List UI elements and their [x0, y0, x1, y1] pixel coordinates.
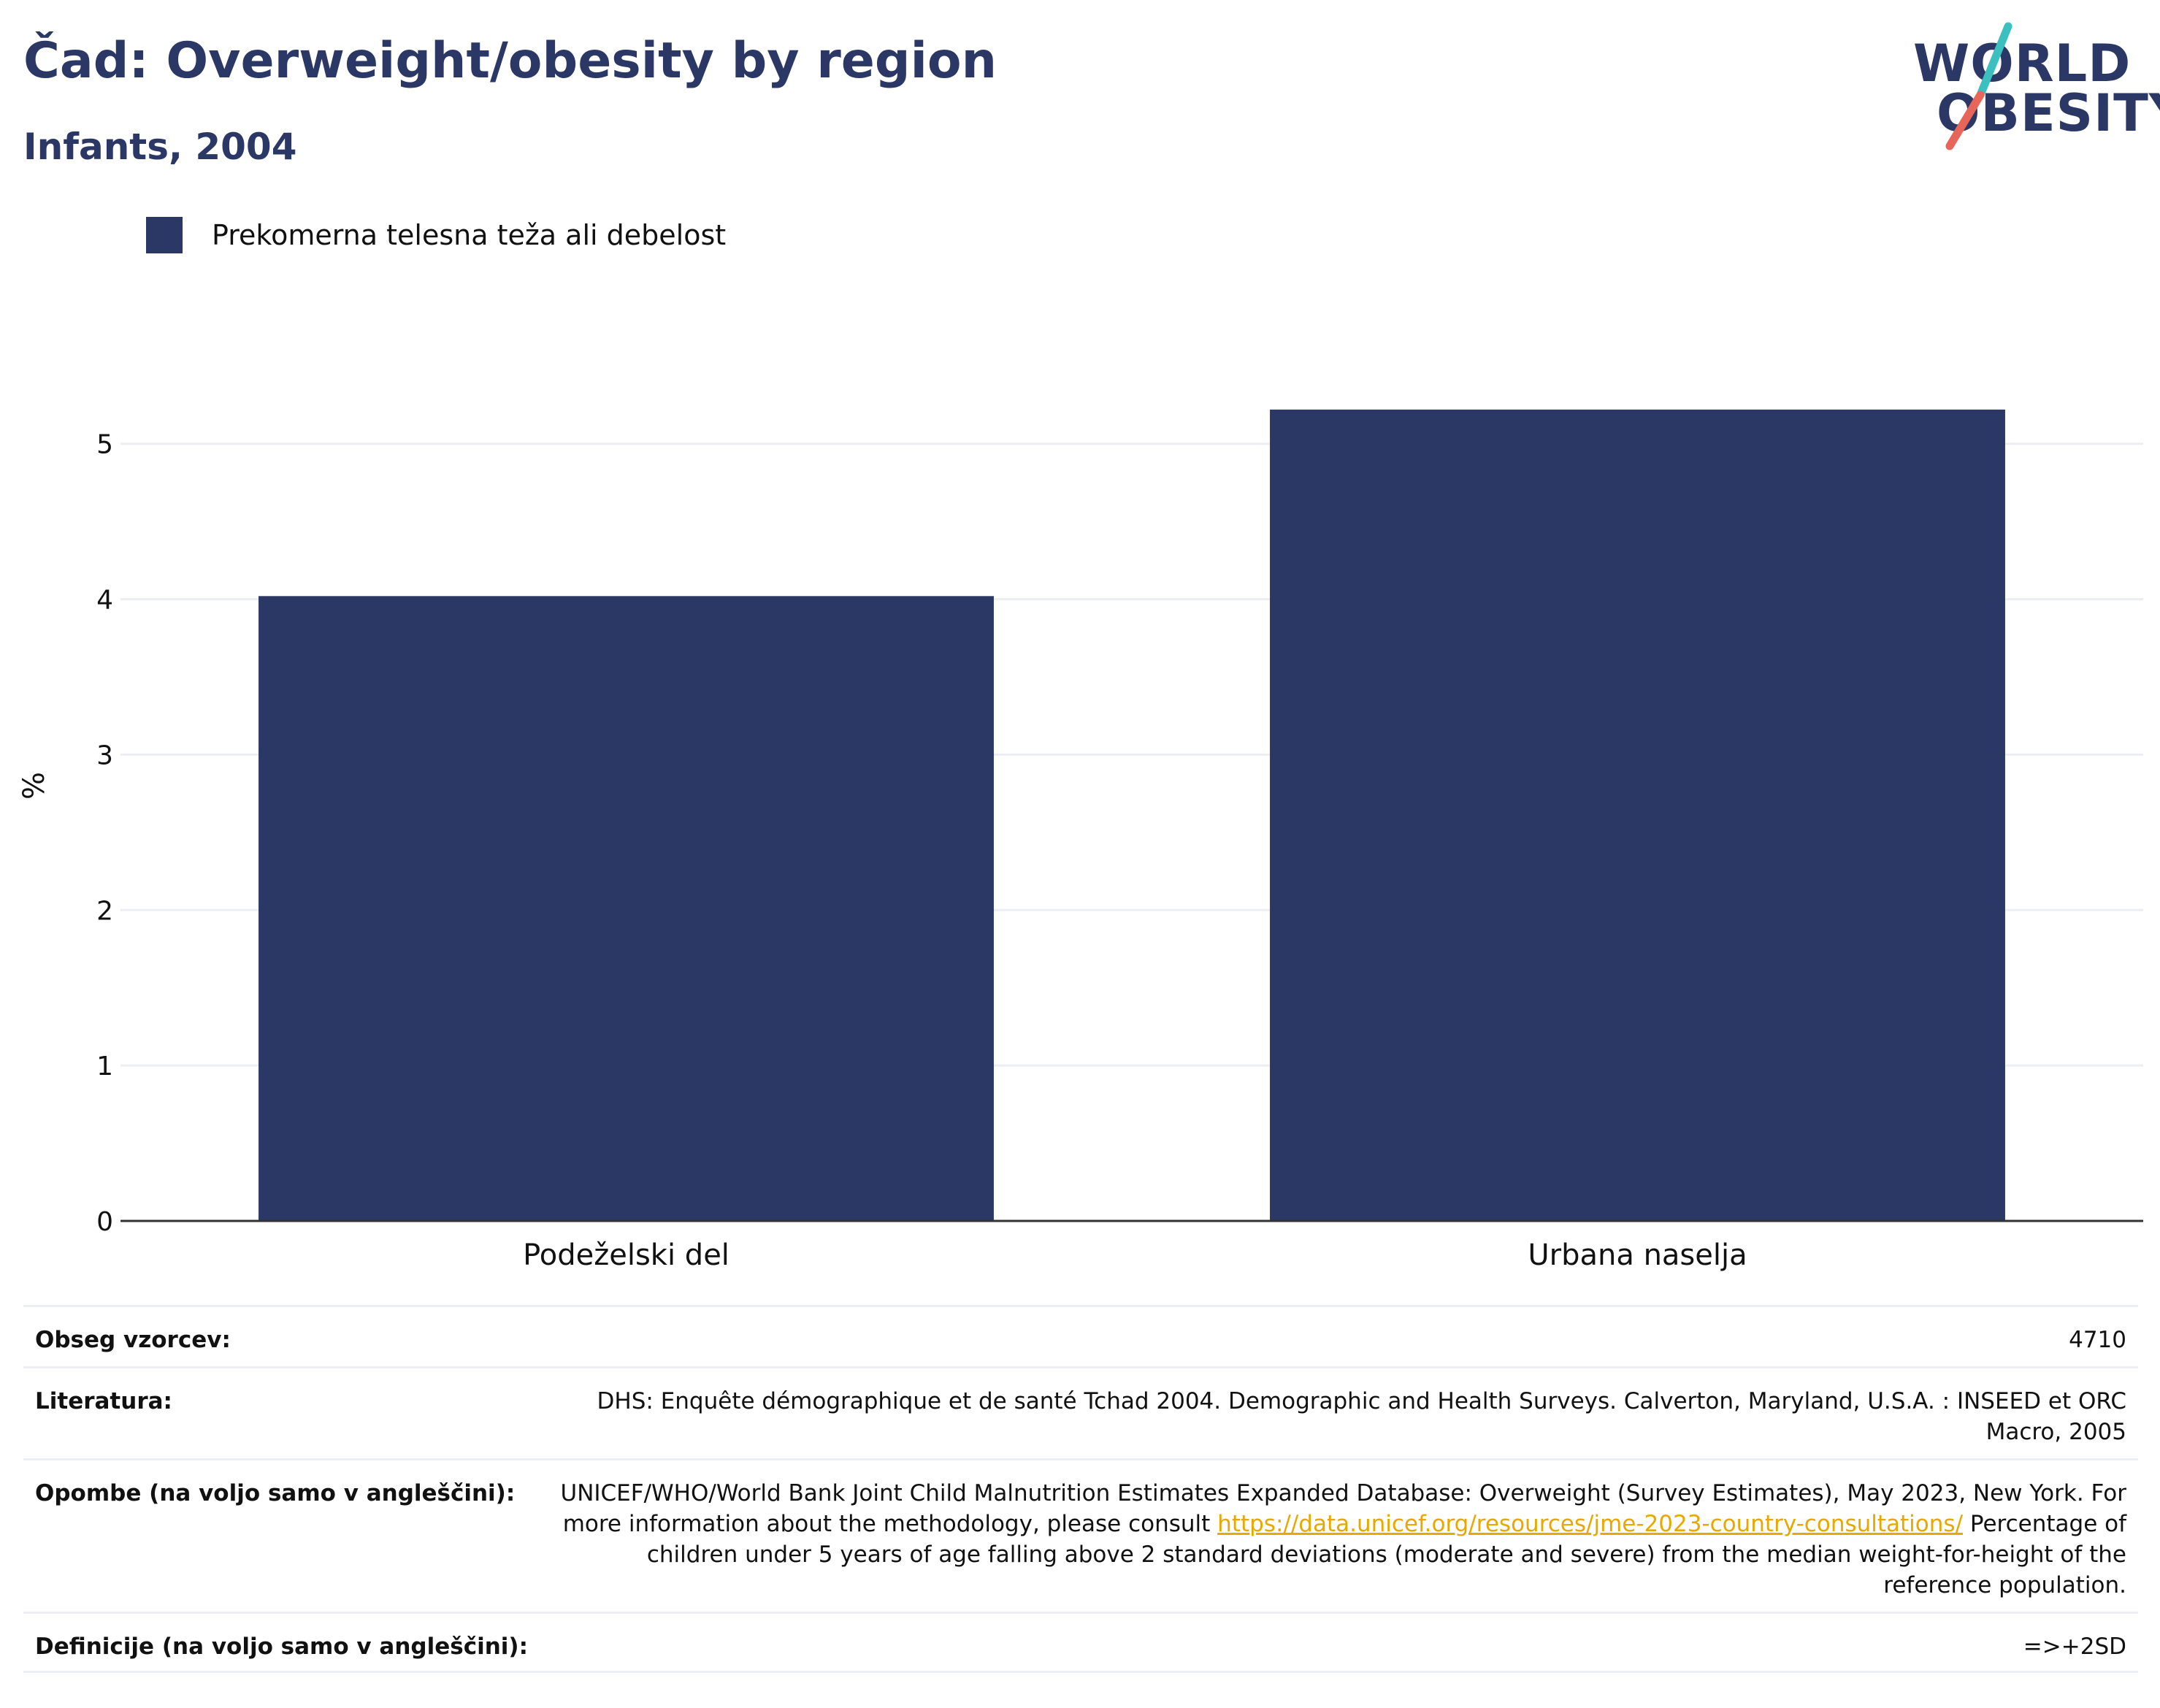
bar-1[interactable] — [1270, 409, 2005, 1221]
y-tick-labels: 0 1 2 3 4 5 — [96, 430, 113, 1237]
x-category-labels: Podeželski del Urbana naselja — [523, 1238, 1747, 1272]
meta-row-literature: Literatura: DHS: Enquête démographique e… — [23, 1366, 2138, 1458]
meta-label: Obseg vzorcev: — [35, 1327, 231, 1353]
y-tick-label: 3 — [96, 740, 113, 770]
metadata-table: Obseg vzorcev: 4710 Literatura: DHS: Enq… — [23, 1305, 2138, 1673]
legend-swatch — [146, 217, 183, 253]
legend-label: Prekomerna telesna teža ali debelost — [212, 219, 727, 251]
meta-row-definitions: Definicije (na voljo samo v angleščini):… — [23, 1612, 2138, 1673]
meta-label: Definicije (na voljo samo v angleščini): — [35, 1634, 528, 1660]
y-tick-label: 5 — [96, 430, 113, 460]
y-tick-label: 1 — [96, 1052, 113, 1081]
x-category-label: Urbana naselja — [1528, 1238, 1747, 1272]
meta-row-notes: Opombe (na voljo samo v angleščini): UNI… — [23, 1458, 2138, 1612]
meta-value: UNICEF/WHO/World Bank Joint Child Malnut… — [535, 1478, 2127, 1601]
meta-value: DHS: Enquête démographique et de santé T… — [597, 1388, 2126, 1445]
bar-0[interactable] — [258, 596, 994, 1221]
meta-value: 4710 — [2069, 1327, 2126, 1353]
notes-text-before: UNICEF/WHO/World Bank Joint Child Malnut… — [560, 1480, 2127, 1537]
meta-label: Literatura: — [35, 1388, 172, 1414]
meta-label: Opombe (na voljo samo v angleščini): — [35, 1480, 516, 1506]
bars — [258, 409, 2005, 1221]
meta-row-sample-size: Obseg vzorcev: 4710 — [23, 1305, 2138, 1366]
world-obesity-logo: WORLD OBESITY — [1899, 22, 2160, 153]
y-tick-label: 2 — [96, 896, 113, 926]
logo-word-world: WORLD — [1913, 34, 2132, 93]
bar-chart: 0 1 2 3 4 5 Podeželski del Urbana naselja % — [18, 409, 2143, 1272]
x-category-label: Podeželski del — [523, 1238, 729, 1272]
y-tick-label: 4 — [96, 586, 113, 616]
logo-slash-icon — [1945, 22, 2012, 150]
y-axis-title: % — [18, 772, 51, 800]
chart-title: Čad: Overweight/obesity by region — [23, 32, 997, 90]
notes-text-after: Percentage of children under 5 years of … — [646, 1511, 2126, 1598]
chart-legend: Prekomerna telesna teža ali debelost — [146, 216, 726, 254]
methodology-link[interactable]: https://data.unicef.org/resources/jme-20… — [1217, 1511, 1964, 1537]
y-tick-label: 0 — [96, 1207, 113, 1237]
chart-subtitle: Infants, 2004 — [23, 126, 297, 168]
meta-value: =>+2SD — [2023, 1634, 2126, 1660]
